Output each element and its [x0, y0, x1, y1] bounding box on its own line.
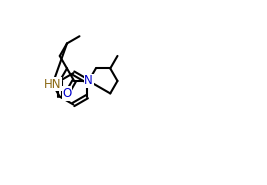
Text: N: N — [84, 74, 93, 88]
Text: HN: HN — [44, 78, 61, 91]
Text: O: O — [62, 87, 72, 100]
